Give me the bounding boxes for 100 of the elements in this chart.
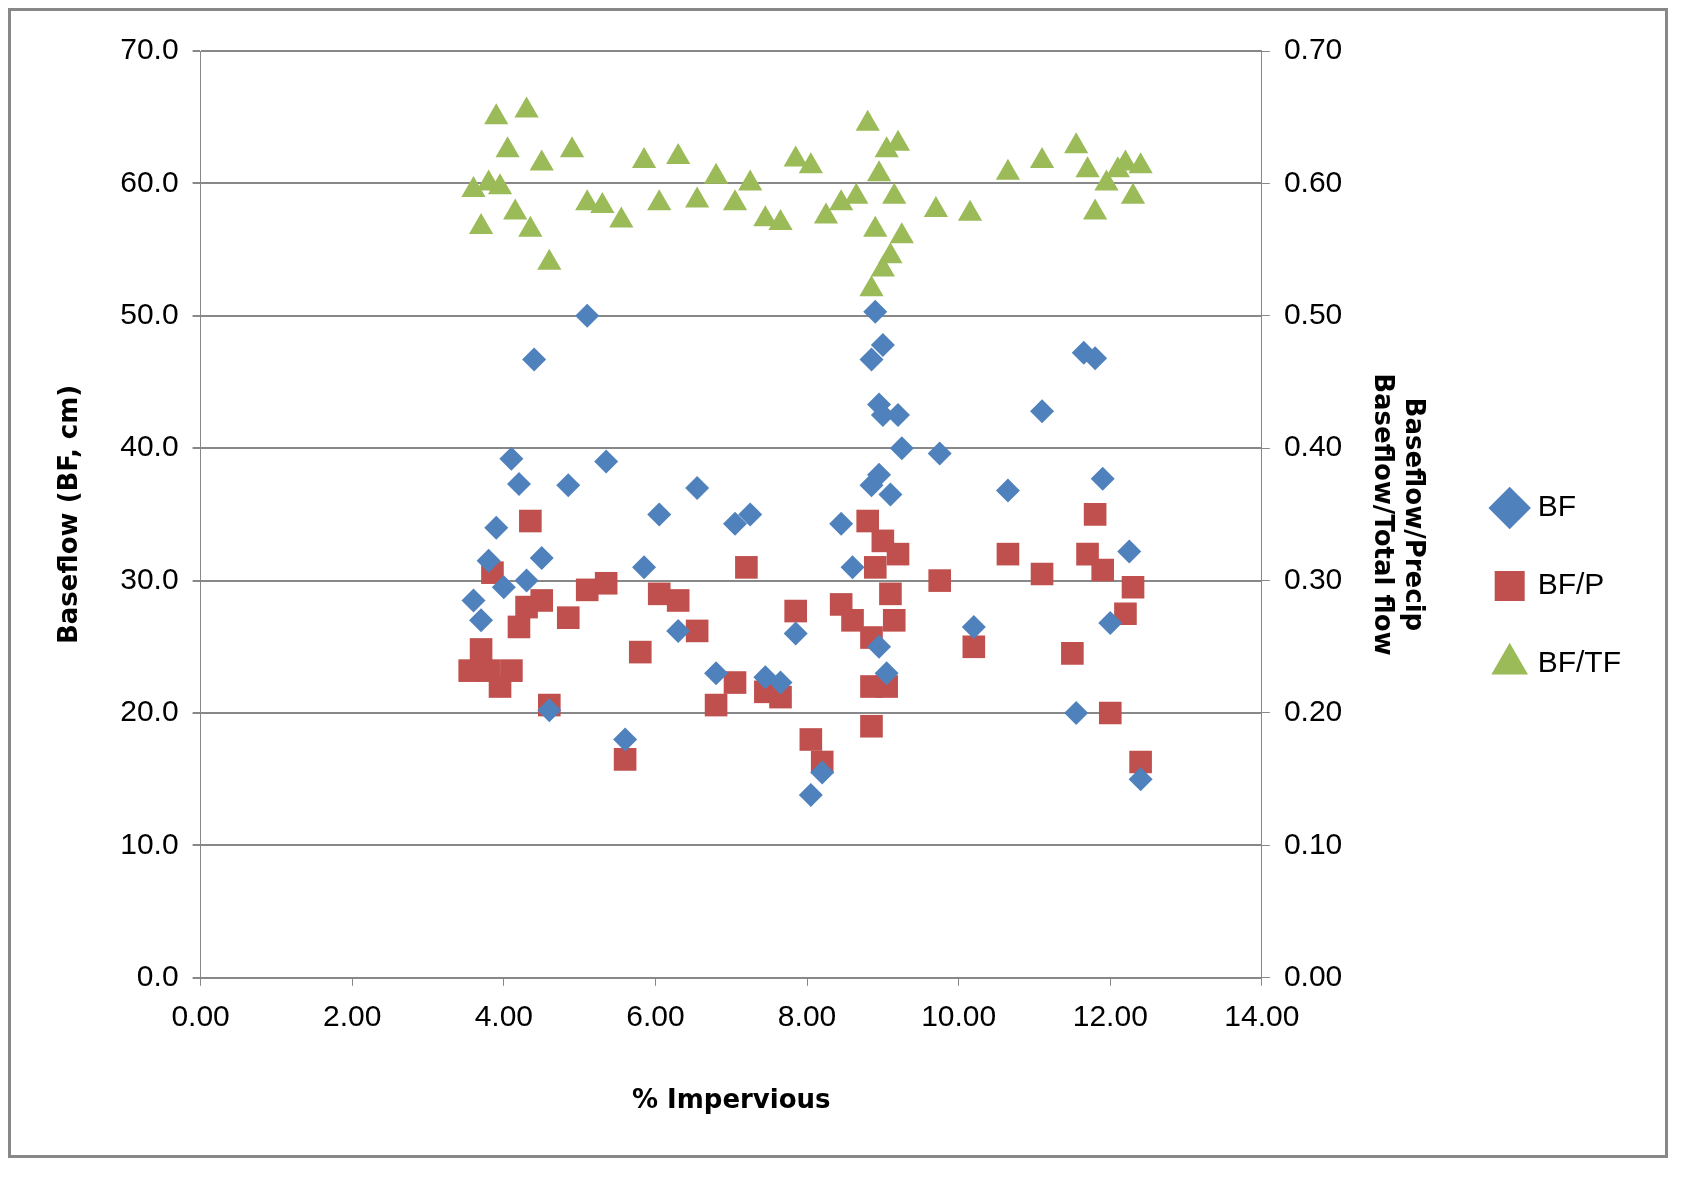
point bbox=[631, 146, 657, 168]
point bbox=[685, 619, 709, 643]
point bbox=[723, 671, 747, 694]
point bbox=[666, 589, 690, 612]
point bbox=[1064, 132, 1089, 154]
point bbox=[647, 189, 672, 211]
x-tick-label: 6.00 bbox=[626, 999, 685, 1033]
point bbox=[874, 661, 899, 686]
point bbox=[529, 546, 554, 571]
point bbox=[844, 182, 869, 204]
x-tick-label: 0.00 bbox=[171, 999, 230, 1033]
point bbox=[856, 509, 880, 533]
point bbox=[1121, 575, 1145, 599]
point bbox=[859, 347, 884, 372]
point bbox=[647, 502, 672, 527]
point bbox=[594, 449, 619, 474]
point bbox=[1029, 146, 1055, 168]
point bbox=[889, 436, 914, 461]
y-tick-label: 30.0 bbox=[120, 561, 179, 595]
point bbox=[1082, 198, 1108, 220]
point bbox=[484, 515, 509, 540]
point bbox=[487, 173, 513, 195]
point bbox=[476, 548, 501, 573]
x-axis-title: % Impervious bbox=[631, 1084, 831, 1115]
point bbox=[1091, 558, 1115, 582]
y-tick-label: 20.0 bbox=[120, 694, 179, 728]
x-tick-label: 14.00 bbox=[1224, 999, 1300, 1033]
point bbox=[889, 222, 914, 244]
point bbox=[1114, 602, 1137, 626]
point bbox=[882, 609, 906, 632]
point bbox=[500, 659, 523, 682]
point bbox=[768, 670, 793, 695]
point bbox=[461, 176, 486, 198]
point bbox=[703, 162, 729, 184]
point bbox=[704, 661, 729, 686]
point bbox=[995, 478, 1020, 503]
point bbox=[594, 571, 618, 595]
point bbox=[1061, 642, 1084, 665]
point bbox=[841, 609, 864, 632]
point bbox=[799, 728, 823, 751]
point bbox=[927, 441, 952, 466]
point bbox=[863, 556, 887, 579]
point bbox=[666, 142, 691, 164]
point bbox=[613, 748, 637, 771]
legend-label: BF/P bbox=[1537, 567, 1605, 601]
point bbox=[613, 727, 638, 752]
point bbox=[859, 275, 884, 297]
point bbox=[1128, 152, 1153, 174]
y2-axis-title: Baseflow/Precip Baseflow/Total flow bbox=[1369, 373, 1431, 656]
x-tick-label: 4.00 bbox=[474, 999, 534, 1033]
point bbox=[491, 575, 516, 600]
point bbox=[863, 215, 888, 237]
point bbox=[867, 634, 892, 659]
point bbox=[768, 209, 793, 231]
point bbox=[1129, 750, 1152, 774]
point bbox=[469, 638, 493, 661]
point bbox=[783, 145, 808, 167]
point bbox=[722, 189, 748, 211]
y2-tick-label: 0.70 bbox=[1283, 32, 1343, 66]
y2-tick-label: 0.30 bbox=[1283, 561, 1343, 595]
point bbox=[783, 621, 808, 646]
y-tick-label: 50.0 bbox=[120, 297, 179, 331]
point bbox=[519, 509, 542, 533]
point bbox=[810, 760, 835, 785]
point bbox=[996, 542, 1020, 566]
legend-label: BF/TF bbox=[1537, 645, 1622, 679]
y-axis-title: Baseflow (BF, cm) bbox=[53, 384, 84, 645]
point bbox=[1083, 503, 1107, 526]
point bbox=[962, 635, 986, 659]
point bbox=[1120, 182, 1146, 204]
point bbox=[1117, 539, 1142, 564]
point bbox=[1030, 562, 1054, 586]
point bbox=[829, 189, 854, 211]
point bbox=[957, 199, 983, 221]
point bbox=[738, 169, 763, 191]
point bbox=[870, 332, 895, 357]
point bbox=[468, 213, 494, 235]
y2-tick-label: 0.20 bbox=[1283, 694, 1343, 728]
point bbox=[860, 714, 883, 738]
point bbox=[784, 599, 807, 623]
point bbox=[1128, 767, 1153, 792]
point bbox=[855, 109, 880, 131]
point bbox=[685, 475, 710, 500]
point bbox=[735, 556, 758, 579]
point bbox=[840, 555, 865, 580]
point bbox=[495, 136, 520, 158]
y-tick-label: 10.0 bbox=[120, 826, 179, 860]
point bbox=[461, 588, 486, 613]
x-tick-label: 2.00 bbox=[323, 999, 382, 1033]
point bbox=[559, 136, 585, 158]
point bbox=[1098, 610, 1123, 635]
y-tick-label: 70.0 bbox=[120, 32, 179, 66]
point bbox=[514, 96, 539, 118]
point bbox=[575, 303, 600, 328]
point bbox=[469, 608, 494, 633]
x-tick-label: 12.00 bbox=[1072, 999, 1148, 1033]
point bbox=[863, 299, 888, 324]
point bbox=[798, 783, 823, 808]
point bbox=[738, 502, 763, 527]
point bbox=[529, 149, 554, 171]
